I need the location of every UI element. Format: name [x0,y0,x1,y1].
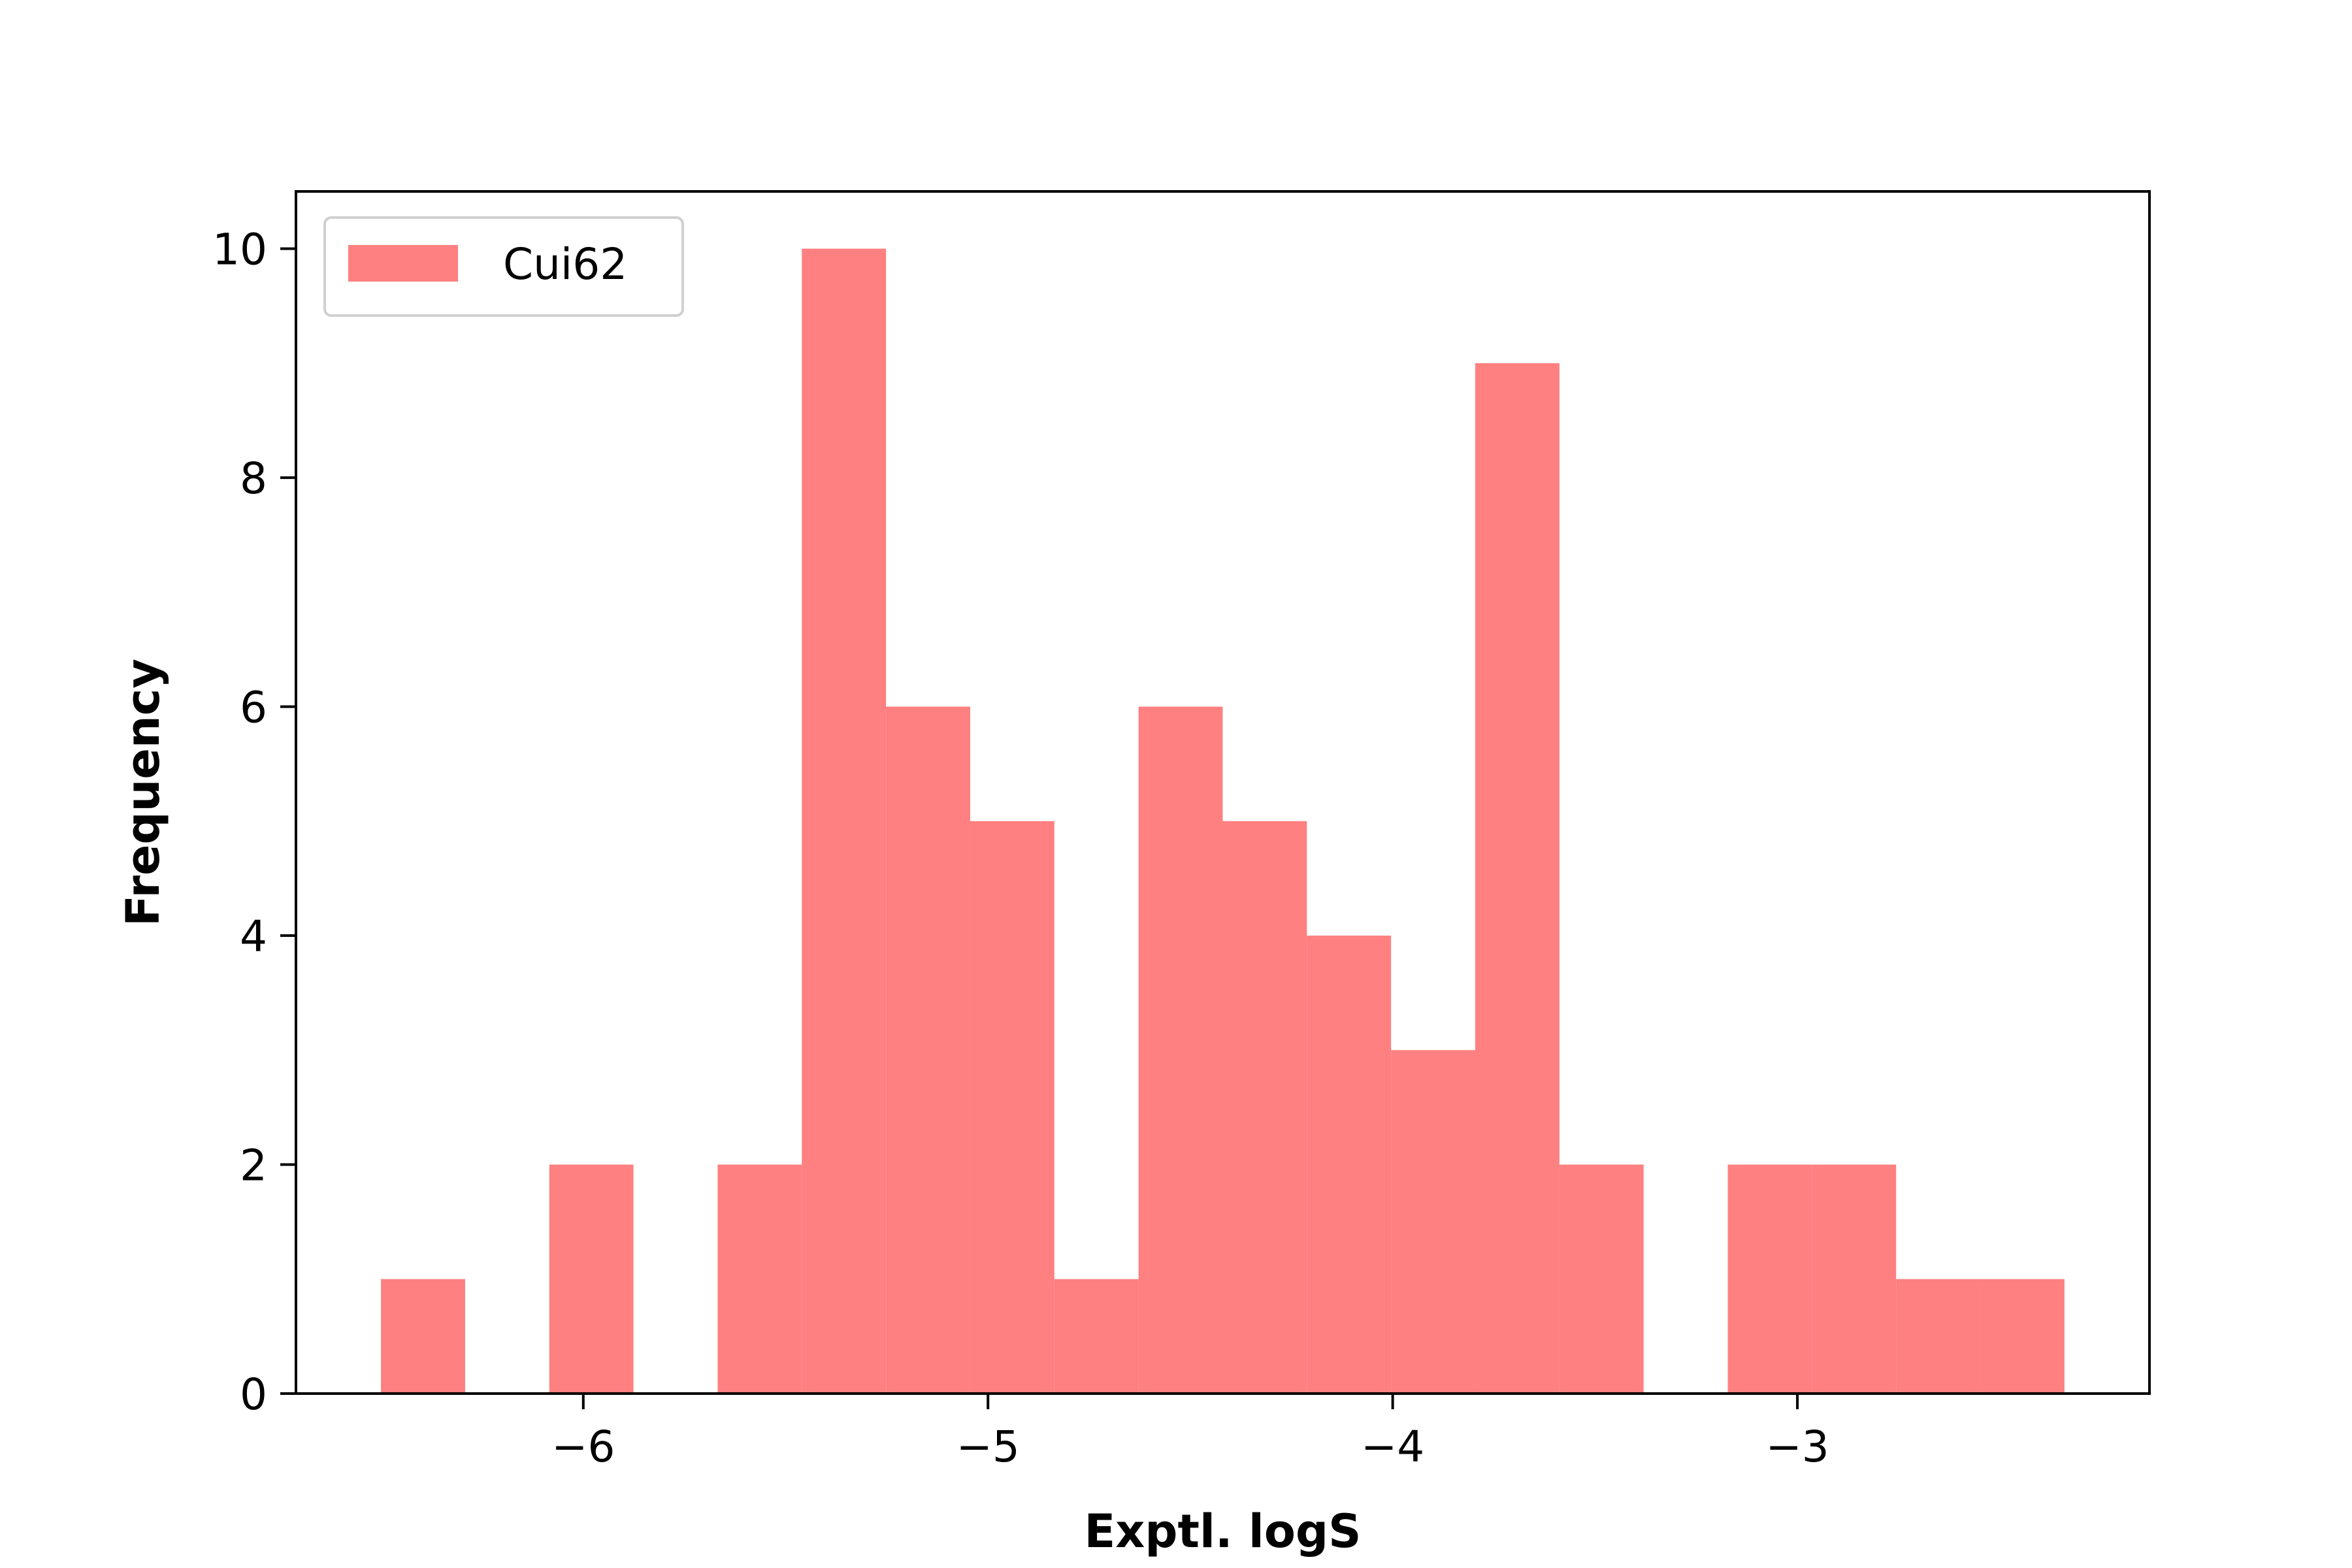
histogram-bars [381,248,2065,1394]
y-tick-label: 8 [240,453,267,504]
x-tick-label: −4 [1361,1422,1424,1472]
histogram-bar [549,1164,634,1394]
legend-label-cui62: Cui62 [503,239,627,289]
histogram-bar [802,248,887,1394]
y-axis-label: Frequency [116,659,170,926]
x-axis-label: Exptl. logS [1084,1505,1361,1558]
x-tick-label: −6 [551,1422,615,1472]
x-axis-ticks: −6 −5 −4 −3 [551,1394,1829,1472]
histogram-bar [1391,1050,1476,1394]
y-tick-label: 10 [212,225,267,275]
histogram-bar [717,1164,802,1394]
histogram-bar [970,821,1054,1394]
legend-swatch-cui62 [348,245,458,282]
y-tick-label: 2 [240,1141,267,1191]
y-tick-label: 4 [240,911,267,962]
histogram-bar [381,1279,465,1394]
histogram-bar [1812,1164,1897,1394]
y-axis-ticks: 0 2 4 6 8 10 [212,225,296,1420]
plot-frame [295,190,2151,1395]
x-tick-label: −5 [956,1422,1020,1472]
y-tick-label: 6 [240,683,267,733]
histogram-bar [886,706,970,1394]
histogram-bar [1896,1279,1981,1394]
histogram-bar [1138,706,1223,1394]
x-tick-label: −3 [1765,1422,1829,1472]
histogram-bar [1475,363,1560,1394]
histogram-bar [1980,1279,2065,1394]
y-tick-label: 0 [240,1369,267,1420]
histogram-bar [1307,936,1392,1394]
histogram-bar [1727,1164,1812,1394]
histogram-bar [1054,1279,1139,1394]
legend: Cui62 [323,216,684,317]
histogram-bar [1222,821,1307,1394]
legend-box [323,216,684,317]
histogram-bar [1559,1164,1644,1394]
